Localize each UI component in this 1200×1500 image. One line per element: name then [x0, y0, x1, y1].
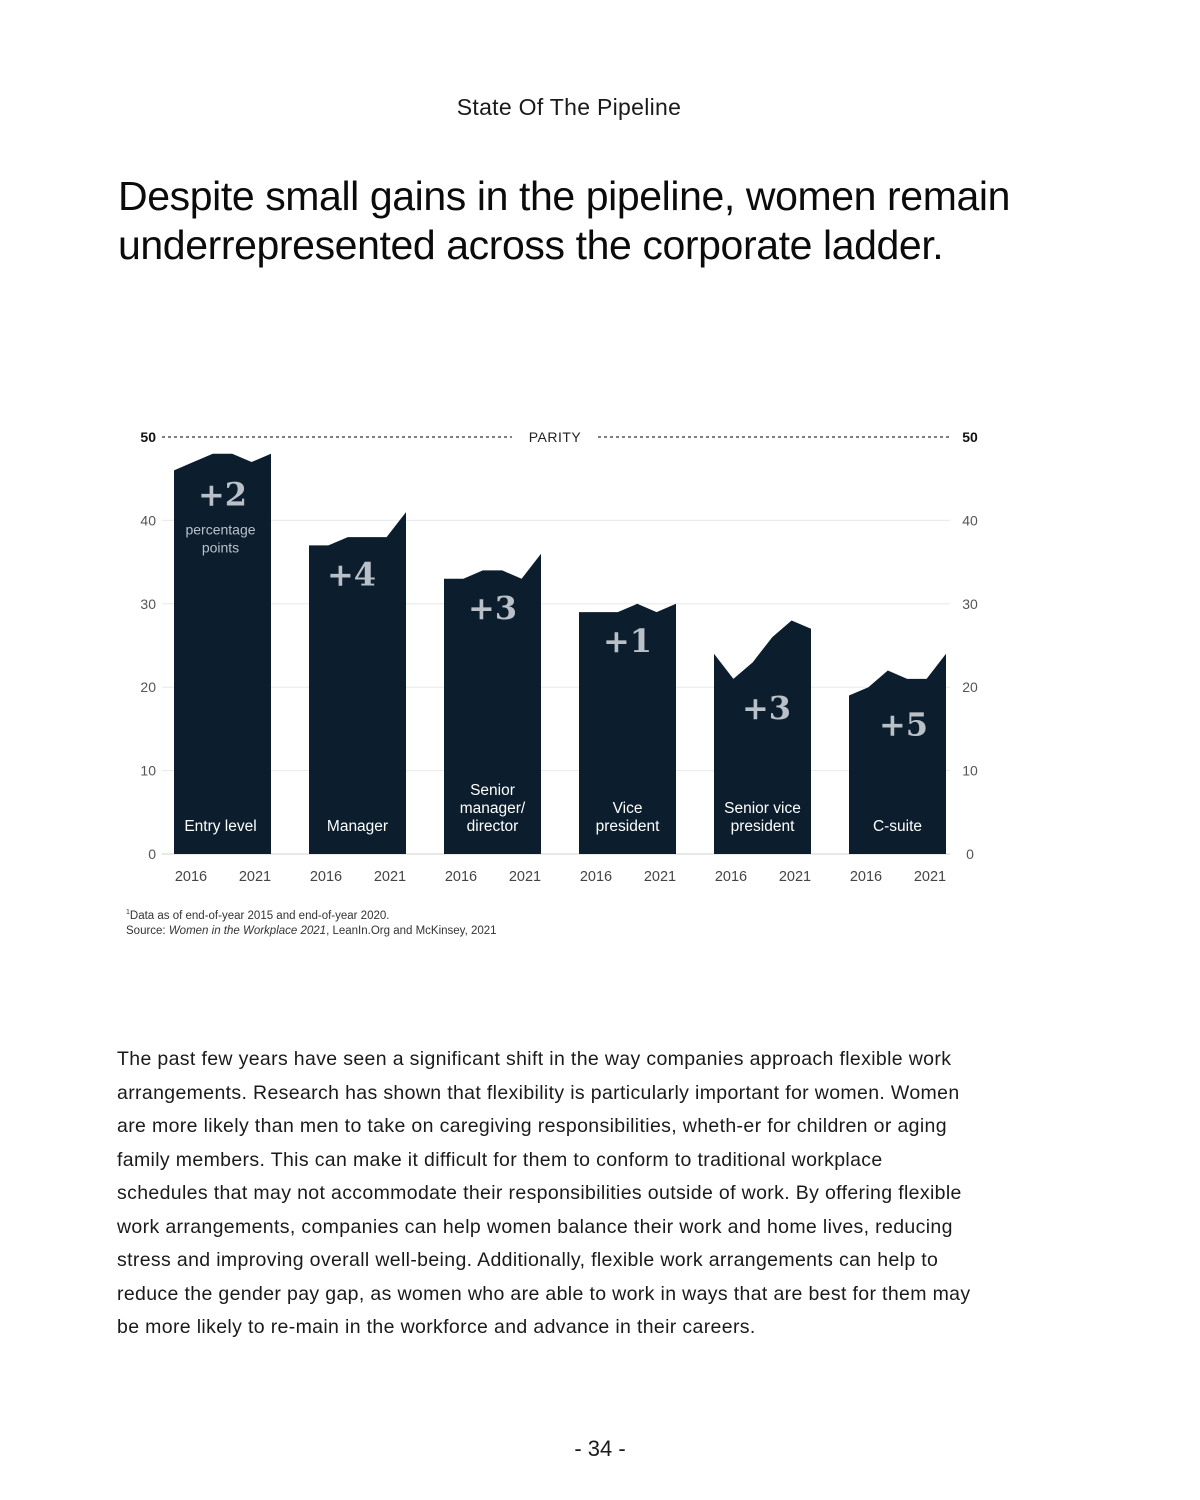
category-label: Senior vice — [724, 800, 801, 817]
section-title: State Of The Pipeline — [456, 94, 682, 120]
source-prefix: Source: — [126, 924, 169, 937]
change-label: +5 — [879, 706, 928, 744]
source-line: Source: Women in the Workplace 2021, Lea… — [126, 924, 497, 939]
source-suffix: , LeanIn.Org and McKinsey, 2021 — [326, 924, 497, 937]
chart-notes: 1Data as of end-of-year 2015 and end-of-… — [126, 905, 497, 939]
y-tick-left-10: 10 — [140, 763, 156, 779]
x-tick-start: 2016 — [310, 869, 342, 885]
footnote-marker: 1 — [126, 909, 130, 916]
category-label: C-suite — [873, 818, 922, 835]
category-label: Senior — [470, 782, 515, 799]
parity-label: PARITY — [529, 429, 582, 445]
page-number: - 34 - — [574, 1436, 626, 1461]
x-tick-end: 2021 — [239, 869, 271, 885]
pipeline-chart: 0 0 10 10 20 20 30 30 40 40 50 50 PARITY +2 percentage… — [140, 429, 978, 885]
x-tick-start: 2016 — [715, 869, 747, 885]
y-tick-right-0: 0 — [966, 846, 974, 862]
change-label: +1 — [603, 622, 652, 660]
x-tick-end: 2021 — [374, 869, 406, 885]
category-label: president — [596, 818, 660, 835]
footnote-text: Data as of end-of-year 2015 and end-of-y… — [129, 909, 390, 922]
category-label: president — [731, 818, 795, 835]
category-label: director — [467, 818, 519, 835]
x-tick-end: 2021 — [644, 869, 676, 885]
x-tick-start: 2016 — [850, 869, 882, 885]
change-label: +3 — [468, 589, 517, 627]
y-tick-left-20: 20 — [140, 679, 156, 695]
category-label: Manager — [327, 818, 388, 835]
y-tick-right-40: 40 — [962, 512, 978, 528]
y-tick-right-50: 50 — [962, 429, 978, 445]
category-label: Vice — [613, 800, 643, 817]
source-title: Women in the Workplace 2021 — [168, 924, 327, 937]
area-vice-president — [579, 603, 676, 854]
area-manager — [309, 512, 406, 854]
unit-note-line2: points — [202, 539, 239, 555]
x-tick-start: 2016 — [580, 869, 612, 885]
x-tick-end: 2021 — [914, 869, 946, 885]
footnote: 1Data as of end-of-year 2015 and end-of-… — [126, 905, 497, 924]
y-tick-left-40: 40 — [140, 512, 156, 528]
page-headline: Despite small gains in the pipeline, wom… — [118, 173, 1010, 268]
x-tick-end: 2021 — [509, 869, 541, 885]
change-label: +4 — [327, 555, 376, 593]
y-tick-left-30: 30 — [140, 596, 156, 612]
y-tick-right-10: 10 — [962, 763, 978, 779]
unit-note-line1: percentage — [185, 521, 255, 537]
change-label: +2 — [198, 475, 247, 513]
x-tick-end: 2021 — [779, 869, 811, 885]
area-senior-manager-director — [444, 553, 541, 854]
y-tick-right-20: 20 — [962, 679, 978, 695]
change-label: +3 — [742, 689, 791, 727]
category-label: Entry level — [184, 818, 256, 835]
body-paragraph: The past few years have seen a significa… — [117, 1048, 971, 1338]
y-tick-right-30: 30 — [962, 596, 978, 612]
y-tick-left-50: 50 — [140, 429, 156, 445]
area-senior-vice-president — [714, 620, 811, 854]
area-entry-level — [174, 453, 271, 854]
category-label: manager/ — [460, 800, 526, 817]
area-c-suite — [849, 653, 946, 854]
x-tick-start: 2016 — [175, 869, 207, 885]
x-tick-start: 2016 — [445, 869, 477, 885]
y-tick-left-0: 0 — [148, 846, 156, 862]
